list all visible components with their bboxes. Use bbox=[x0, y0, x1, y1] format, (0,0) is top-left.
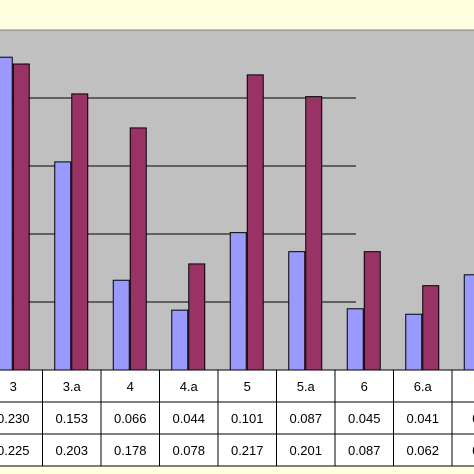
data-label-series-1: 0.087 bbox=[289, 411, 322, 426]
table-category-label: 5.a bbox=[297, 379, 316, 394]
bar-series-1-5.a bbox=[289, 252, 305, 370]
data-label-series-1: 0.044 bbox=[172, 411, 205, 426]
data-table: 33.a44.a55.a66.a70.2300.1530.0660.0440.1… bbox=[0, 370, 474, 466]
data-label-series-2: 0.087 bbox=[348, 443, 381, 458]
data-label-series-2: 0.178 bbox=[114, 443, 147, 458]
table-category-label: 4 bbox=[127, 379, 134, 394]
table-category-label: 4.a bbox=[180, 379, 199, 394]
bar-series-1-5 bbox=[230, 233, 246, 370]
bar-series-2-4.a bbox=[189, 264, 205, 370]
data-label-series-2: 0.225 bbox=[0, 443, 30, 458]
bar-series-1-6 bbox=[347, 309, 363, 370]
data-label-series-1: 0.041 bbox=[406, 411, 439, 426]
data-label-series-1: 0.066 bbox=[114, 411, 147, 426]
bar-series-1-4.a bbox=[172, 310, 188, 370]
data-label-series-2: 0.203 bbox=[55, 443, 88, 458]
bar-series-2-5 bbox=[247, 75, 263, 370]
bar-series-1-4 bbox=[113, 280, 129, 370]
data-label-series-1: 0.101 bbox=[231, 411, 264, 426]
bar-series-2-6.a bbox=[423, 286, 439, 370]
table-category-label: 6.a bbox=[414, 379, 433, 394]
bar-series-1-3.a bbox=[55, 162, 71, 370]
table-category-label: 5 bbox=[244, 379, 251, 394]
bar-series-2-3 bbox=[13, 64, 29, 370]
bar-series-2-6 bbox=[364, 252, 380, 370]
data-label-series-2: 0.217 bbox=[231, 443, 264, 458]
data-label-series-2: 0.078 bbox=[172, 443, 205, 458]
bar-series-1-3 bbox=[0, 57, 12, 370]
data-label-series-1: 0.230 bbox=[0, 411, 30, 426]
table-category-label: 3 bbox=[10, 379, 17, 394]
bar-series-1-7 bbox=[464, 275, 474, 370]
data-label-series-2: 0.201 bbox=[289, 443, 322, 458]
data-label-series-2: 0.062 bbox=[406, 443, 439, 458]
data-label-series-1: 0.045 bbox=[348, 411, 381, 426]
table-category-label: 6 bbox=[361, 379, 368, 394]
table-category-label: 3.a bbox=[63, 379, 82, 394]
bar-series-2-4 bbox=[130, 128, 146, 370]
bar-series-2-5.a bbox=[306, 97, 322, 370]
bar-series-2-3.a bbox=[72, 94, 88, 370]
bar-series-1-6.a bbox=[406, 314, 422, 370]
data-label-series-1: 0.153 bbox=[55, 411, 88, 426]
